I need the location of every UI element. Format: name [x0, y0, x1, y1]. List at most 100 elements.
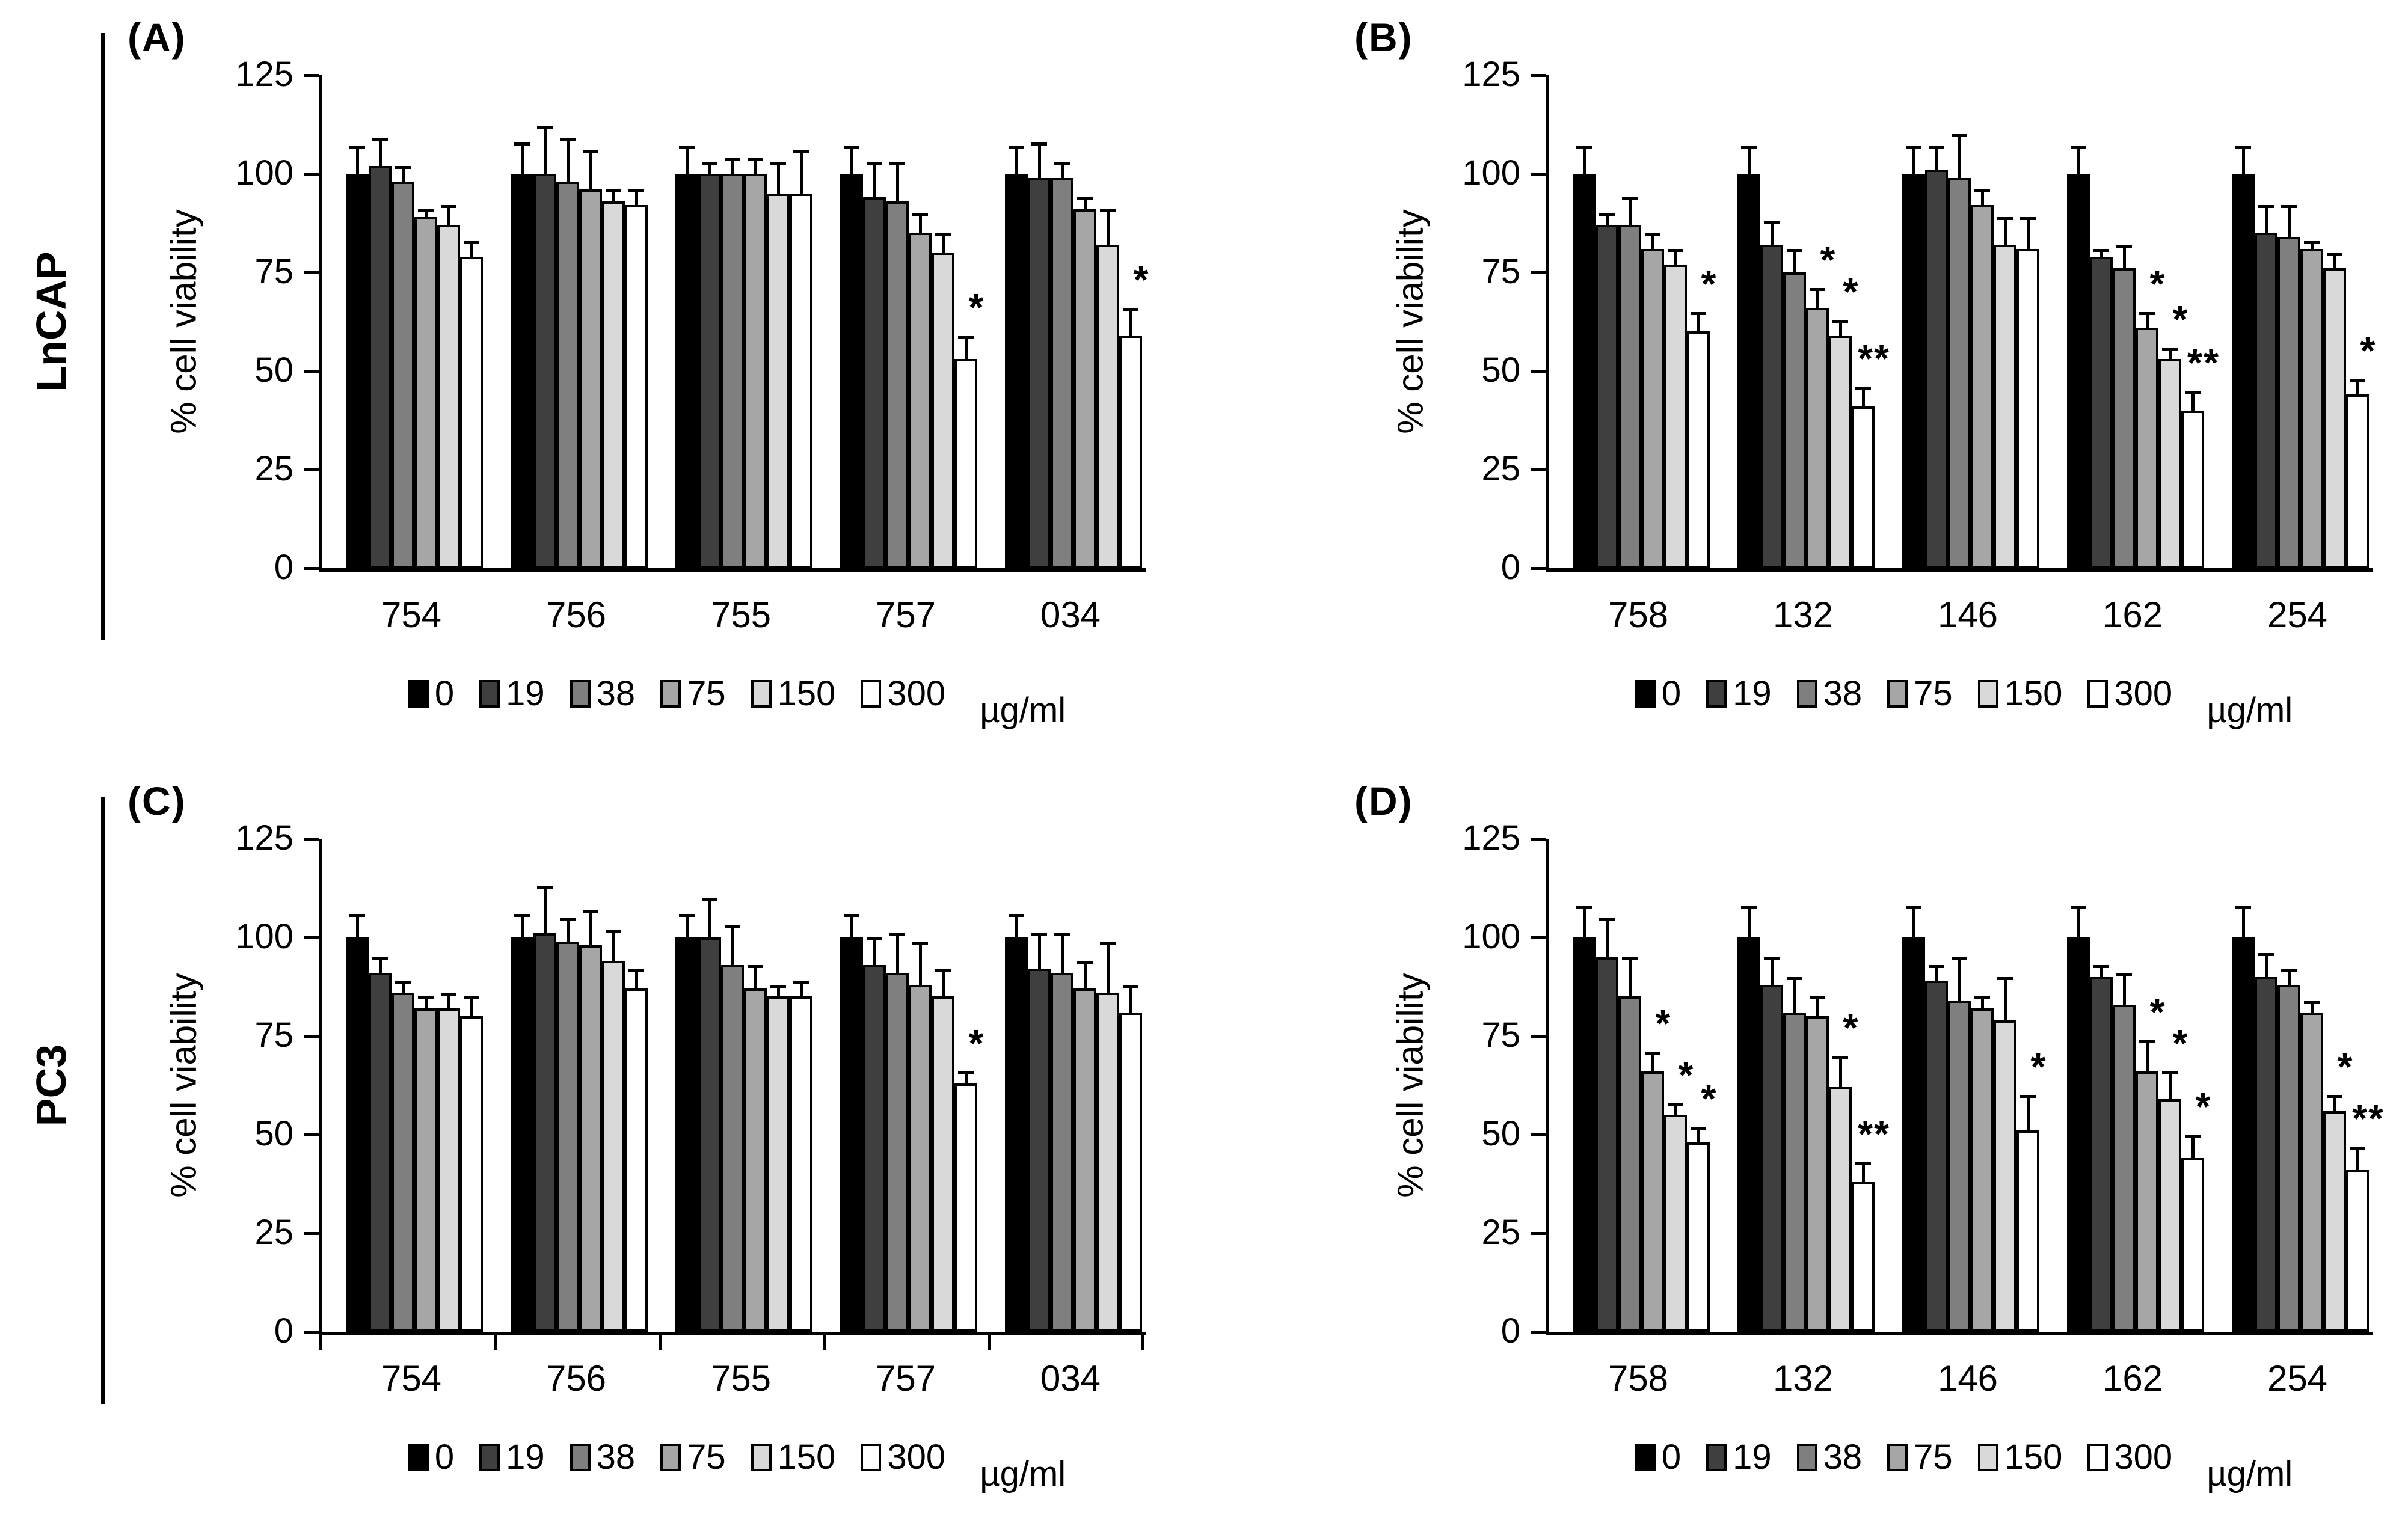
- legend-label: 300: [887, 1438, 946, 1477]
- error-bar-cap: [1787, 248, 1802, 252]
- bar-146-75: [1971, 1008, 1994, 1332]
- bar-757-19: [863, 964, 886, 1332]
- bar-758-75: [1641, 248, 1664, 568]
- legend-item-75: 75: [660, 1437, 726, 1477]
- error-bar-cap: [606, 929, 621, 933]
- significance-mark: *: [2172, 1022, 2189, 1065]
- bar-756-19: [533, 174, 556, 568]
- error-bar: [2145, 311, 2149, 328]
- legend-item-38: 38: [1796, 1437, 1862, 1477]
- bar-162-38: [2113, 268, 2136, 568]
- y-axis-tick: [304, 838, 319, 841]
- error-bar: [2356, 1146, 2359, 1171]
- error-bar-cap: [1787, 976, 1802, 980]
- legend-item-38: 38: [570, 1437, 635, 1477]
- x-tick-label: 756: [545, 595, 607, 635]
- bar-754-38: [392, 182, 414, 568]
- error-bar: [2122, 973, 2126, 1005]
- bar-758-150: [1664, 1115, 1687, 1332]
- legend-item-150: 150: [751, 1437, 835, 1477]
- legend-swatch-150: [751, 679, 772, 708]
- error-bar: [634, 189, 638, 206]
- legend-item-0: 0: [408, 673, 454, 714]
- x-tick-label: 162: [2102, 1358, 2163, 1399]
- error-bar: [1697, 1126, 1700, 1143]
- x-tick-label: 755: [710, 595, 772, 635]
- error-bar: [799, 981, 803, 997]
- error-bar-cap: [1741, 146, 1757, 150]
- significance-mark: *: [2337, 1045, 2354, 1089]
- error-bar: [776, 984, 780, 997]
- bar-754-300: [460, 256, 483, 568]
- bar-755-150: [767, 996, 790, 1332]
- bar-754-0: [346, 174, 369, 568]
- error-bar: [589, 150, 592, 190]
- legend-label: 19: [506, 674, 545, 713]
- error-bar: [355, 146, 359, 174]
- legend-label: 19: [1733, 1438, 1772, 1477]
- panel-letter-b: (B): [1354, 15, 1413, 60]
- error-bar-cap: [1741, 906, 1757, 909]
- bar-132-0: [1737, 937, 1760, 1332]
- error-bar: [2077, 146, 2080, 174]
- error-bar-cap: [793, 981, 809, 984]
- error-bar: [1770, 957, 1774, 985]
- x-tick-label: 254: [2267, 595, 2328, 635]
- bar-254-150: [2323, 268, 2346, 568]
- error-bar-cap: [1599, 213, 1615, 216]
- plot-area-d: * * * * ** * * * * * **: [1546, 839, 2383, 1335]
- bar-754-0: [346, 937, 369, 1332]
- error-bar-cap: [1997, 217, 2013, 221]
- y-axis-tick: [1531, 74, 1546, 77]
- legend-label: 19: [506, 1438, 545, 1477]
- y-axis-tick: [1531, 567, 1546, 570]
- bar-757-19: [863, 197, 886, 568]
- significance-mark: *: [1701, 262, 1718, 305]
- error-bar-cap: [2281, 205, 2297, 209]
- error-bar: [964, 335, 968, 360]
- bar-254-19: [2255, 233, 2277, 568]
- error-bar-cap: [2071, 906, 2086, 909]
- error-bar: [941, 969, 945, 997]
- y-axis-label: % cell viability: [1390, 973, 1431, 1198]
- error-bar: [895, 933, 899, 973]
- error-bar-cap: [2235, 906, 2251, 909]
- x-axis-tick: [659, 1335, 662, 1350]
- y-tick-label: 50: [1481, 351, 1520, 390]
- legend-unit: µg/ml: [2207, 1454, 2293, 1494]
- error-bar-cap: [958, 335, 974, 339]
- bar-756-150: [602, 961, 625, 1332]
- y-axis-tick: [1531, 271, 1546, 274]
- row-divider-rule: [101, 797, 105, 1404]
- error-bar-cap: [2020, 1095, 2036, 1099]
- bar-754-19: [369, 165, 392, 568]
- error-bar-cap: [1952, 957, 1967, 960]
- error-bar: [731, 158, 734, 174]
- bar-146-0: [1902, 937, 1925, 1332]
- bar-756-38: [556, 182, 579, 568]
- y-tick-label: 100: [1462, 153, 1520, 192]
- error-bar: [1106, 941, 1110, 993]
- error-bar-cap: [514, 913, 530, 917]
- y-axis-tick: [1531, 936, 1546, 939]
- error-bar: [799, 150, 803, 194]
- error-bar: [1912, 146, 1915, 174]
- error-bar: [1015, 146, 1018, 174]
- legend-item-0: 0: [1635, 673, 1681, 714]
- error-bar-cap: [867, 937, 882, 940]
- legend-label: 150: [777, 674, 836, 713]
- error-bar-cap: [1645, 1052, 1660, 1055]
- error-bar-cap: [1929, 964, 1944, 968]
- bar-758-300: [1687, 1142, 1710, 1332]
- legend-item-150: 150: [751, 673, 836, 714]
- bar-132-19: [1760, 245, 1783, 568]
- legend-swatch-0: [408, 679, 429, 708]
- bar-034-19: [1028, 969, 1051, 1332]
- error-bar: [873, 937, 876, 965]
- error-bar: [1935, 964, 1938, 981]
- panel-b: (B)% cell viability 0 25 50 75 100 125 * * * ** * * *…: [1347, 6, 2408, 756]
- bar-754-150: [437, 1008, 460, 1332]
- bar-146-150: [1994, 245, 2016, 568]
- x-axis-tick: [494, 1335, 497, 1350]
- row-divider-rule: [101, 33, 105, 640]
